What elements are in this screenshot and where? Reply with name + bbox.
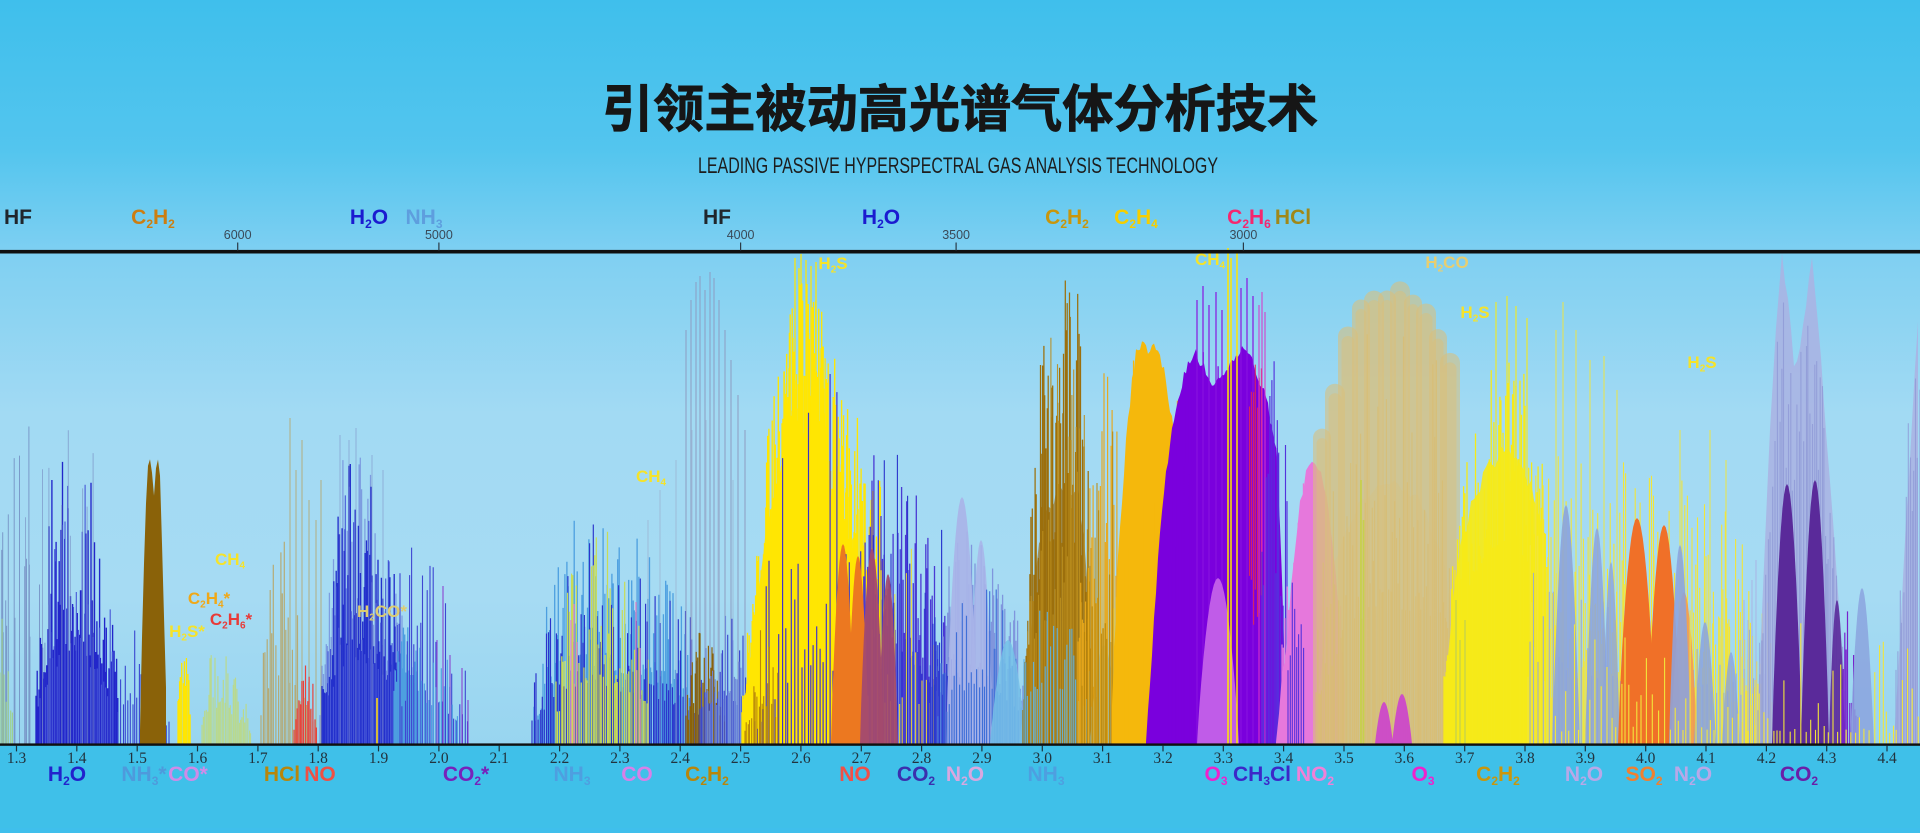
svg-text:SO2​: SO2​ — [1625, 763, 1662, 788]
svg-text:1.6: 1.6 — [188, 750, 208, 767]
svg-text:NO2​: NO2​ — [1296, 763, 1335, 788]
svg-text:4.3: 4.3 — [1817, 750, 1837, 767]
svg-text:H2​S: H2​S — [818, 254, 847, 275]
svg-text:2.0: 2.0 — [429, 750, 449, 767]
svg-text:CH3​Cl: CH3​Cl — [1233, 763, 1291, 788]
svg-text:2.4: 2.4 — [671, 750, 691, 767]
svg-text:2.1: 2.1 — [490, 750, 509, 767]
svg-text:2.6: 2.6 — [791, 750, 811, 767]
svg-text:NO: NO — [839, 763, 871, 786]
svg-text:3.6: 3.6 — [1395, 750, 1415, 767]
svg-text:H2​S*: H2​S* — [169, 622, 205, 643]
svg-text:CO2​*: CO2​* — [443, 763, 490, 788]
svg-text:C2​H2​: C2​H2​ — [685, 763, 729, 788]
svg-text:1.3: 1.3 — [7, 750, 27, 767]
svg-text:1.4: 1.4 — [67, 750, 87, 767]
svg-text:2.8: 2.8 — [912, 750, 932, 767]
svg-text:1.5: 1.5 — [128, 750, 148, 767]
svg-text:N2​O: N2​O — [946, 763, 984, 788]
svg-text:3.8: 3.8 — [1515, 750, 1535, 767]
svg-text:HF: HF — [4, 206, 32, 229]
svg-text:NH3​: NH3​ — [553, 763, 590, 788]
svg-text:NH3​: NH3​ — [1027, 763, 1064, 788]
svg-text:3.2: 3.2 — [1153, 750, 1172, 767]
svg-text:H2​S: H2​S — [1460, 303, 1489, 324]
svg-text:H2​CO: H2​CO — [1425, 253, 1468, 274]
svg-text:3.7: 3.7 — [1455, 750, 1475, 767]
svg-text:3.3: 3.3 — [1214, 750, 1234, 767]
svg-text:CO*: CO* — [168, 763, 209, 786]
svg-text:1.9: 1.9 — [369, 750, 389, 767]
svg-text:2.7: 2.7 — [852, 750, 872, 767]
svg-text:HCl: HCl — [1275, 206, 1311, 229]
svg-text:3.4: 3.4 — [1274, 750, 1294, 767]
svg-text:H2​S: H2​S — [1687, 353, 1716, 374]
svg-text:4.0: 4.0 — [1636, 750, 1656, 767]
svg-text:3.0: 3.0 — [1033, 750, 1053, 767]
svg-text:C2​H2​: C2​H2​ — [131, 206, 175, 231]
svg-text:N2​O: N2​O — [1565, 763, 1603, 788]
svg-text:3.1: 3.1 — [1093, 750, 1112, 767]
svg-text:2.2: 2.2 — [550, 750, 569, 767]
svg-text:CH4​: CH4​ — [1195, 250, 1226, 271]
svg-text:3000: 3000 — [1229, 228, 1257, 242]
svg-text:4.4: 4.4 — [1877, 750, 1897, 767]
svg-text:C2​H4​*: C2​H4​* — [188, 589, 231, 610]
svg-text:4.2: 4.2 — [1757, 750, 1776, 767]
svg-text:H2​O: H2​O — [862, 206, 900, 231]
svg-text:3.5: 3.5 — [1334, 750, 1354, 767]
svg-text:HF: HF — [703, 206, 731, 229]
svg-text:4.1: 4.1 — [1696, 750, 1715, 767]
svg-text:H2​CO*: H2​CO* — [357, 602, 407, 623]
svg-text:3500: 3500 — [942, 228, 970, 242]
svg-text:C2​H2​: C2​H2​ — [1045, 206, 1089, 231]
svg-text:O3​: O3​ — [1411, 763, 1434, 788]
svg-text:H2​O: H2​O — [350, 206, 388, 231]
svg-text:NH3​: NH3​ — [405, 206, 442, 231]
svg-text:2.5: 2.5 — [731, 750, 751, 767]
svg-text:5000: 5000 — [425, 228, 453, 242]
svg-text:LEADING PASSIVE HYPERSPECTRAL: LEADING PASSIVE HYPERSPECTRAL GAS ANALYS… — [698, 153, 1218, 178]
svg-text:O3​: O3​ — [1204, 763, 1227, 788]
svg-text:CO2​: CO2​ — [1780, 763, 1819, 788]
svg-text:CO: CO — [621, 763, 653, 786]
svg-text:C2​H2​: C2​H2​ — [1476, 763, 1520, 788]
svg-text:NH3​*: NH3​* — [121, 763, 167, 788]
svg-text:C2​H4​: C2​H4​ — [1114, 206, 1158, 231]
svg-text:CH4​: CH4​ — [636, 467, 667, 488]
svg-text:C2​H6​: C2​H6​ — [1227, 206, 1271, 231]
svg-text:2.9: 2.9 — [972, 750, 992, 767]
svg-text:4000: 4000 — [727, 228, 755, 242]
svg-text:H2​O: H2​O — [48, 763, 86, 788]
svg-text:1.8: 1.8 — [309, 750, 329, 767]
svg-text:N2​O: N2​O — [1674, 763, 1712, 788]
svg-text:3.9: 3.9 — [1576, 750, 1596, 767]
svg-text:NO: NO — [304, 763, 336, 786]
svg-text:CO2​: CO2​ — [897, 763, 936, 788]
svg-text:6000: 6000 — [224, 228, 252, 242]
svg-text:CH4​: CH4​ — [215, 550, 246, 571]
svg-text:1.7: 1.7 — [248, 750, 268, 767]
svg-text:C2​H6​*: C2​H6​* — [210, 610, 253, 631]
svg-text:2.3: 2.3 — [610, 750, 630, 767]
svg-text:HCl: HCl — [264, 763, 300, 786]
